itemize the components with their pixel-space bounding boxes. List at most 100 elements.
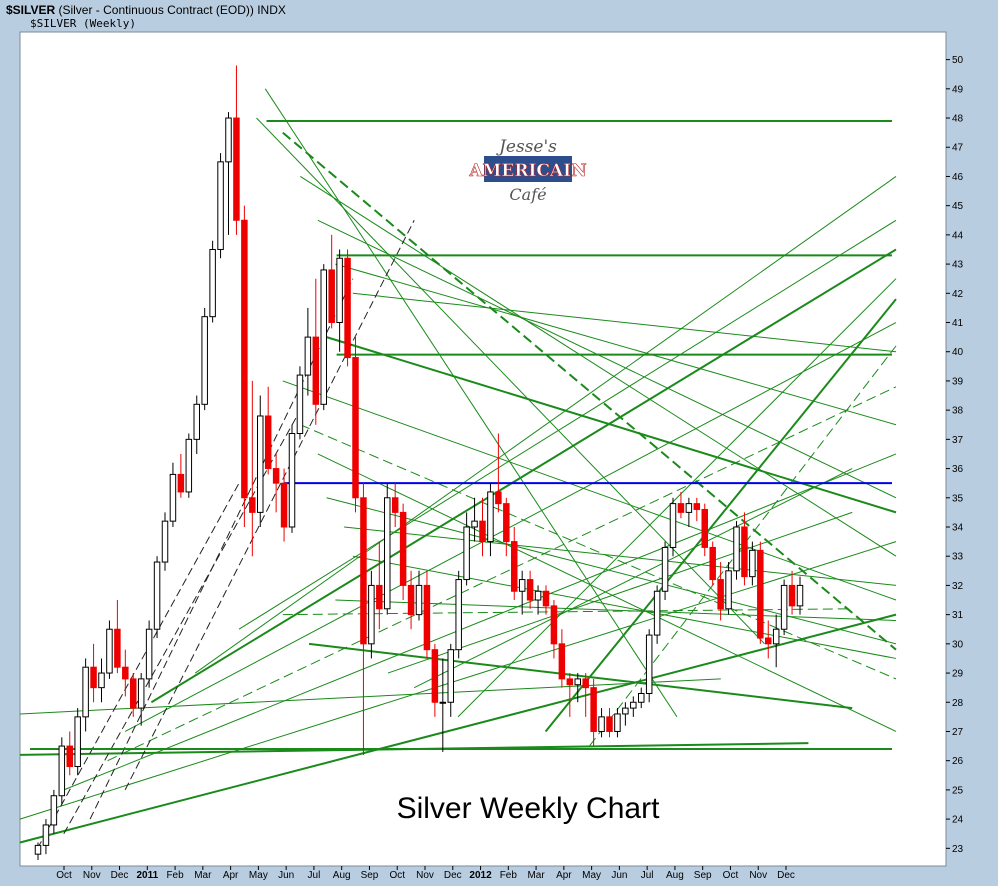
plot-area [19,31,947,867]
y-tick-label: 41 [952,318,964,329]
candle-body [780,584,788,630]
candle-body [145,628,153,680]
candle [701,503,708,557]
candle [598,708,605,738]
y-tick-label: 36 [952,464,964,475]
candle [685,497,693,527]
candle [518,570,526,615]
candle [272,453,280,513]
candle-body [518,579,526,592]
y-tick-label: 49 [952,84,964,95]
candle-body [757,549,764,639]
candle [487,483,494,557]
candle-body [288,433,296,528]
candle-body [336,257,343,324]
candle-body [90,666,97,689]
candle [304,307,312,396]
trendline [387,511,853,674]
candle-body [653,590,661,636]
candle-body [423,584,431,651]
candle-body [58,745,66,797]
candle-body [296,374,304,435]
candle-body [558,643,566,680]
symbol-label: $SILVER [6,3,56,17]
x-tick-label: Mar [527,870,545,881]
candle [423,570,431,659]
candle-body [177,473,185,493]
candle-body [447,649,454,703]
candle [574,673,581,703]
candle [431,643,439,717]
y-tick-label: 38 [952,406,964,417]
candle-body [463,526,470,581]
candle [542,585,550,615]
x-tick-label: Oct [56,870,72,881]
y-tick-label: 34 [952,522,964,533]
candle-body [669,503,677,548]
x-tick-label: Oct [723,870,739,881]
trendline [63,453,897,791]
x-tick-label: Feb [500,870,518,881]
candle-body [693,503,701,510]
fan-line [37,482,240,849]
candle-body [645,634,653,694]
candle [709,541,716,586]
candle-body [431,649,439,703]
y-tick-label: 47 [952,143,964,154]
y-tick-label: 35 [952,493,964,504]
candle [352,337,359,513]
trendline [282,380,897,601]
candle-body [344,257,351,359]
candle [106,620,113,679]
candle [511,526,518,601]
candle [209,240,216,323]
candle-body [201,316,208,405]
y-tick-label: 30 [952,639,964,650]
y-axis: 23 24 25 26 27 28 29 30 31 32 33 34 35 36 37 38 39 40 41 42… [945,32,964,866]
candle-body [368,584,375,645]
candle-body [606,716,613,732]
candle-body [352,357,359,499]
candle [201,307,208,411]
candle [765,620,772,659]
candle [463,512,470,586]
candle [566,673,574,717]
candle-body [328,269,335,324]
candle-body [66,745,73,768]
fan-line [89,278,354,820]
x-tick-label: 2011 [136,870,158,881]
y-tick-label: 29 [952,669,964,680]
candle-body [360,497,367,645]
candle-body [391,497,399,513]
candle [717,562,724,621]
candle [264,386,272,475]
x-tick-label: May [582,870,601,881]
y-tick-label: 25 [952,785,964,796]
candle [66,731,73,776]
candle [344,249,351,367]
y-tick-label: 26 [952,756,964,767]
candle [249,380,256,557]
candle [439,658,447,752]
candle-body [74,716,81,768]
candle [193,395,200,454]
candle-body [542,590,550,607]
candle-body [50,795,58,826]
trendline [150,248,897,704]
candle [153,556,161,638]
chart-title: Silver Weekly Chart [397,792,661,825]
candle [622,702,629,726]
x-tick-label: Aug [333,870,351,881]
candle [384,483,391,615]
candle-body [566,678,574,686]
candle [280,468,288,542]
candle-body [439,701,447,704]
candle [137,673,145,726]
candle [368,570,375,659]
logo-line-1: Jesse's [496,137,557,157]
trendline [300,176,897,557]
logo-line-3: Café [509,185,546,204]
candle [788,570,796,615]
y-tick-label: 28 [952,698,964,709]
